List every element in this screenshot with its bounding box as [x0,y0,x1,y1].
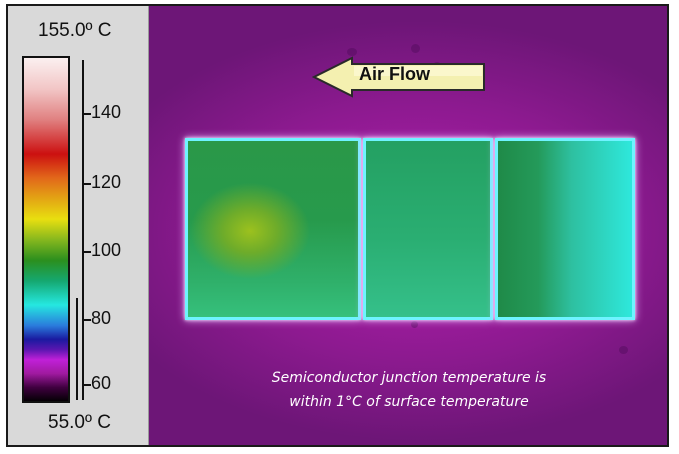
scale-min-label: 55.0º C [48,412,111,433]
tick-label-80: 80 [91,308,112,328]
component-right [495,138,635,320]
tick-mark [84,183,91,185]
tick-label-120: 120 [91,172,122,192]
surface-speck [619,346,628,354]
caption-line-1: Semiconductor junction temperature is [271,370,547,386]
airflow-arrow-icon [312,56,485,98]
scale-axis-marker [76,298,78,400]
airflow-label: Air Flow [359,64,430,84]
scale-axis [82,60,84,400]
tick-label-60: 60 [91,373,112,393]
tick-mark [84,251,91,253]
caption-line-2: within 1°C of surface temperature [289,394,529,410]
tick-mark [84,384,91,386]
temperature-scale-panel: 155.0º C 140 120 100 80 60 55.0º C [8,6,149,445]
component-middle [363,138,493,320]
surface-speck [347,48,357,56]
surface-speck [411,321,418,328]
tick-label-140: 140 [91,102,122,122]
component-left [185,138,361,320]
scale-max-label: 155.0º C [38,20,112,41]
tick-mark [84,113,91,115]
temperature-color-bar [22,56,70,403]
thermal-image-frame: 155.0º C 140 120 100 80 60 55.0º C Air F… [6,4,669,447]
tick-label-100: 100 [91,240,122,260]
thermal-image: Air Flow Semiconductor junction temperat… [149,6,667,445]
surface-speck [411,44,420,53]
tick-mark [84,319,91,321]
